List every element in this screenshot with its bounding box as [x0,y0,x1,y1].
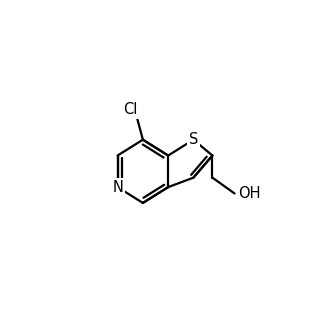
Text: N: N [112,180,123,195]
Text: Cl: Cl [123,102,137,117]
Text: OH: OH [238,186,260,201]
Text: S: S [189,132,198,147]
